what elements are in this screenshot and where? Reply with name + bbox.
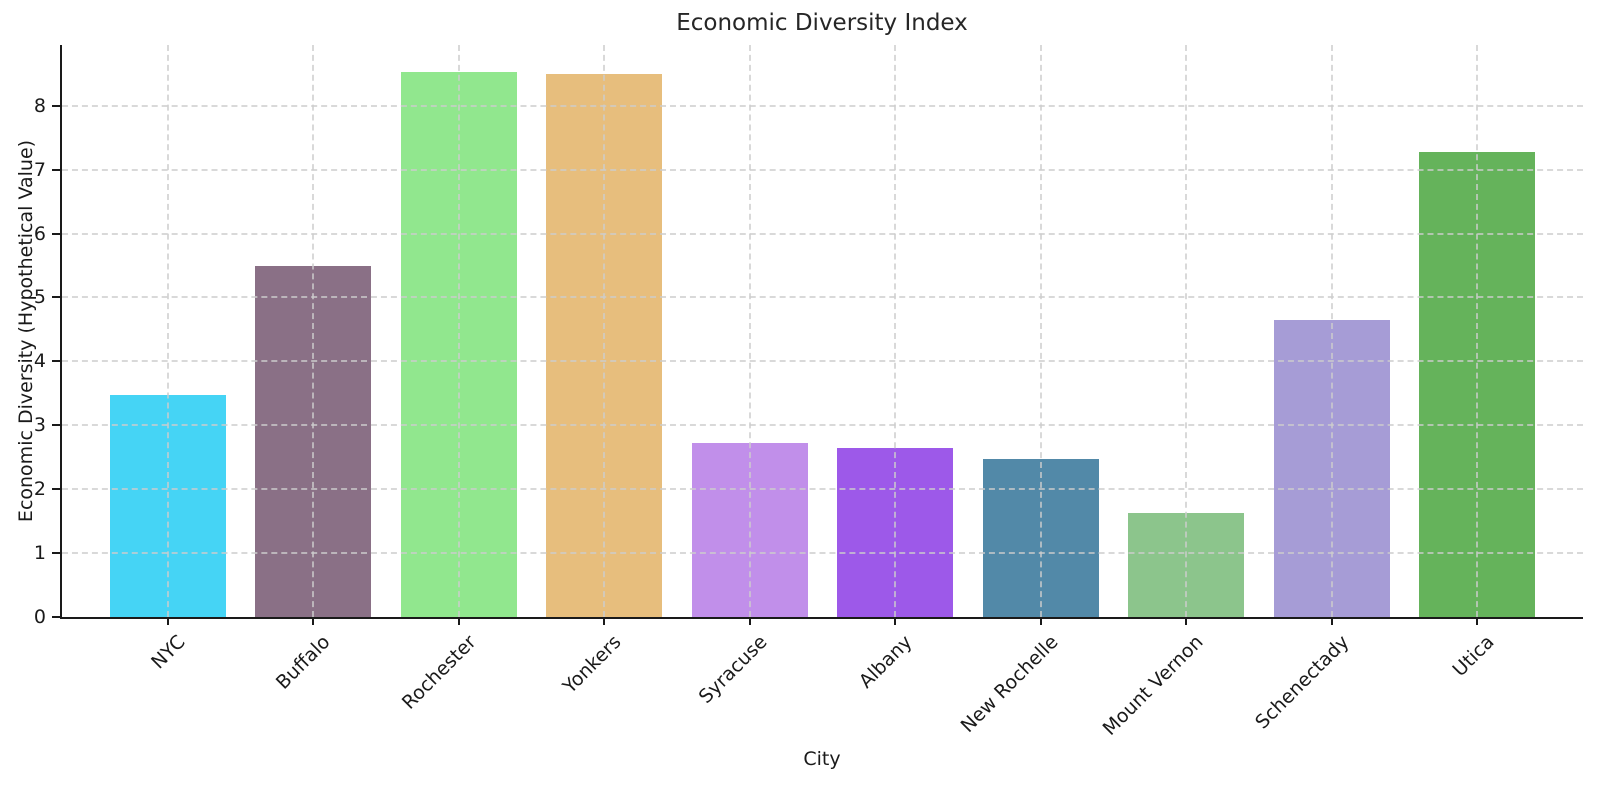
x-tick-label: Syracuse xyxy=(694,631,772,708)
y-tick-label: 6 xyxy=(33,222,46,245)
x-tick-mark xyxy=(1330,617,1333,625)
x-tick-label: NYC xyxy=(146,631,190,674)
y-tick-mark xyxy=(52,616,60,618)
y-tick-mark xyxy=(52,232,60,235)
x-tick-mark xyxy=(894,617,897,625)
horizontal-gridline xyxy=(62,168,1583,171)
vertical-gridline xyxy=(1330,45,1333,617)
x-tick-mark xyxy=(603,617,606,625)
horizontal-gridline xyxy=(62,360,1583,363)
x-tick-label: Buffalo xyxy=(271,631,335,694)
horizontal-gridline xyxy=(62,104,1583,107)
chart-title: Economic Diversity Index xyxy=(676,10,968,36)
vertical-gridline xyxy=(166,45,169,617)
y-tick-label: 8 xyxy=(33,94,46,117)
x-tick-mark xyxy=(457,617,460,625)
vertical-gridline xyxy=(894,45,897,617)
x-tick-mark xyxy=(1185,617,1188,625)
horizontal-gridline xyxy=(62,424,1583,427)
vertical-gridline xyxy=(603,45,606,617)
vertical-gridline xyxy=(748,45,751,617)
x-tick-label: Albany xyxy=(855,631,917,693)
x-tick-label: Rochester xyxy=(397,631,481,714)
y-axis-label: Economic Diversity (Hypothetical Value) xyxy=(15,139,37,523)
vertical-gridline xyxy=(1039,45,1042,617)
y-tick-mark xyxy=(52,104,60,107)
x-tick-label: New Rochelle xyxy=(956,631,1063,737)
x-axis-label: City xyxy=(803,748,841,770)
vertical-gridline xyxy=(1476,45,1479,617)
x-tick-mark xyxy=(748,617,751,625)
vertical-gridline xyxy=(312,45,315,617)
vertical-gridline xyxy=(1185,45,1188,617)
plot-area xyxy=(60,45,1583,619)
x-tick-mark xyxy=(312,617,315,625)
y-tick-mark xyxy=(52,168,60,171)
y-tick-label: 5 xyxy=(33,286,46,309)
x-tick-mark xyxy=(1476,617,1479,625)
vertical-gridline xyxy=(457,45,460,617)
x-tick-label: Schenectady xyxy=(1251,631,1354,734)
y-tick-label: 2 xyxy=(33,478,46,501)
horizontal-gridline xyxy=(62,552,1583,555)
y-tick-label: 3 xyxy=(33,414,46,437)
x-tick-mark xyxy=(1039,617,1042,625)
gridlines-layer xyxy=(62,45,1583,617)
y-tick-label: 1 xyxy=(33,542,46,565)
y-axis-spine xyxy=(60,45,62,619)
x-tick-label: Yonkers xyxy=(558,631,626,698)
y-tick-label: 4 xyxy=(33,350,46,373)
y-tick-label: 0 xyxy=(33,606,46,628)
x-tick-label: Mount Vernon xyxy=(1099,631,1208,740)
y-tick-mark xyxy=(52,360,60,363)
y-tick-mark xyxy=(52,488,60,491)
y-tick-mark xyxy=(52,552,60,555)
x-tick-label: Utica xyxy=(1448,631,1499,682)
horizontal-gridline xyxy=(62,488,1583,491)
y-tick-label: 7 xyxy=(33,158,46,181)
y-tick-mark xyxy=(52,296,60,299)
x-tick-mark xyxy=(166,617,169,625)
horizontal-gridline xyxy=(62,296,1583,299)
x-axis-spine xyxy=(60,617,1583,619)
horizontal-gridline xyxy=(62,232,1583,235)
y-tick-mark xyxy=(52,424,60,427)
